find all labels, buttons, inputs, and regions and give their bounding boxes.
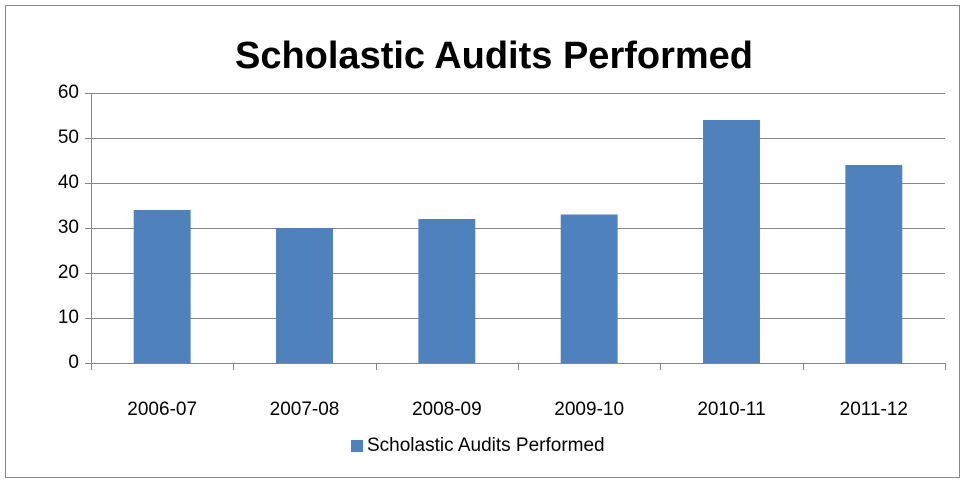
x-tick-label: 2006-07 <box>127 399 197 420</box>
y-tick-label: 20 <box>58 262 79 283</box>
legend-label: Scholastic Audits Performed <box>367 435 605 456</box>
bar <box>276 228 333 363</box>
chart-title: Scholastic Audits Performed <box>235 35 753 77</box>
bar <box>418 219 476 363</box>
x-tick-label: 2008-09 <box>412 399 482 420</box>
bar <box>560 214 618 363</box>
y-tick-label: 50 <box>58 127 79 148</box>
bar <box>703 120 760 363</box>
x-tick-label: 2007-08 <box>270 399 340 420</box>
y-tick-label: 40 <box>58 172 79 193</box>
x-tick-label: 2009-10 <box>554 399 624 420</box>
y-tick-label: 30 <box>58 217 79 238</box>
y-tick-label: 0 <box>68 352 79 373</box>
x-tick-label: 2011-12 <box>840 399 908 420</box>
legend-swatch <box>351 440 363 452</box>
bar <box>845 165 903 363</box>
x-tick-label: 2010-11 <box>697 399 765 420</box>
y-tick-label: 60 <box>58 82 79 103</box>
bar <box>133 210 191 363</box>
y-tick-label: 10 <box>58 307 79 328</box>
